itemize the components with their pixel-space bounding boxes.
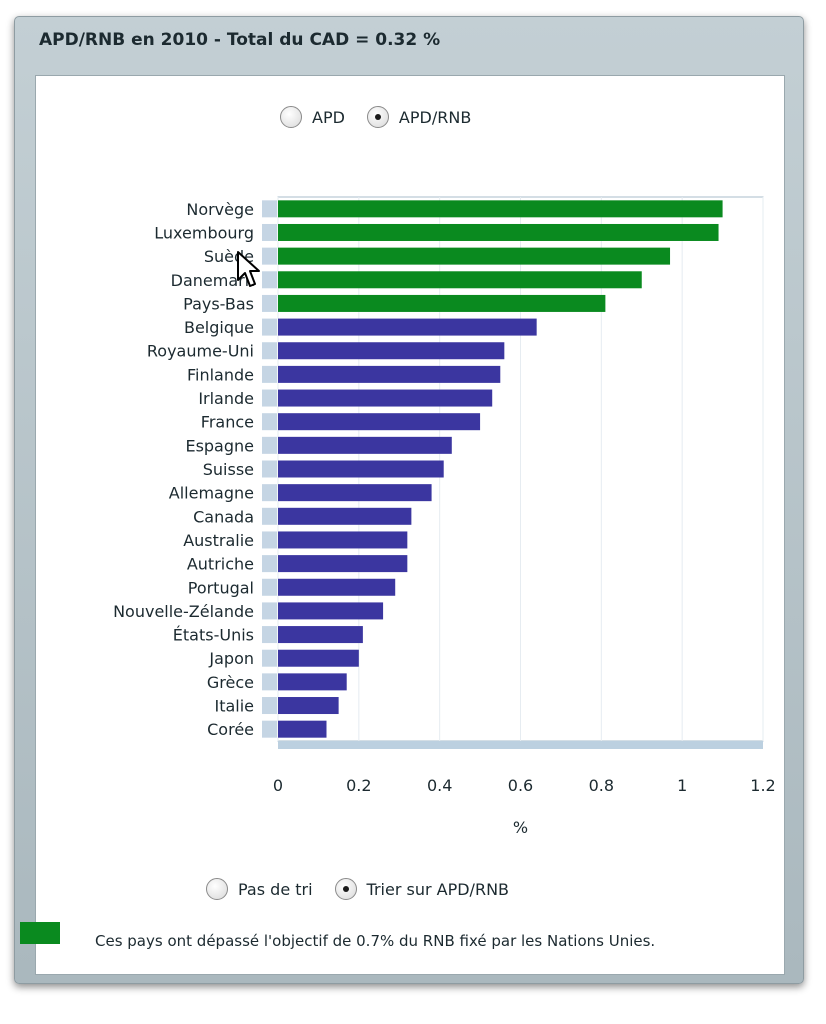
x-tick-label: 0.8 bbox=[589, 776, 614, 795]
row-marker bbox=[262, 365, 277, 383]
radio-apd-label[interactable]: APD bbox=[312, 107, 345, 127]
row-marker bbox=[262, 626, 277, 644]
row-marker bbox=[262, 200, 277, 218]
row-marker bbox=[262, 720, 277, 738]
x-axis-label: % bbox=[513, 818, 528, 837]
radio-sort-apd-rnb[interactable] bbox=[334, 878, 357, 900]
x-tick-label: 0 bbox=[273, 776, 283, 795]
category-label: Royaume-Uni bbox=[147, 342, 254, 361]
radio-sort-apd-rnb-label[interactable]: Trier sur APD/RNB bbox=[366, 879, 510, 899]
category-label: Corée bbox=[207, 720, 254, 739]
radio-apd[interactable] bbox=[280, 106, 302, 128]
x-tick-label: 0.6 bbox=[508, 776, 533, 795]
row-marker bbox=[262, 271, 277, 289]
row-marker bbox=[262, 223, 277, 241]
category-label: Irlande bbox=[198, 389, 254, 408]
row-marker bbox=[262, 602, 277, 620]
bar bbox=[278, 460, 444, 478]
chart-panel: APD APD/RNB Norvège Luxembourg Suède Danema… bbox=[35, 75, 785, 975]
category-label: Grèce bbox=[207, 673, 254, 692]
x-tick-label: 1 bbox=[677, 776, 687, 795]
bar bbox=[278, 342, 505, 360]
category-label: France bbox=[201, 413, 254, 432]
row-marker bbox=[262, 318, 277, 336]
row-marker bbox=[262, 507, 277, 525]
radio-no-sort[interactable] bbox=[206, 878, 228, 900]
bar bbox=[278, 578, 396, 596]
radio-apd-rnb-label[interactable]: APD/RNB bbox=[398, 107, 472, 127]
category-label: États-Unis bbox=[173, 626, 254, 645]
bar bbox=[278, 649, 359, 667]
row-marker bbox=[262, 389, 277, 407]
bar bbox=[278, 436, 452, 454]
row-marker bbox=[262, 247, 277, 265]
bar bbox=[278, 223, 719, 241]
row-marker bbox=[262, 673, 277, 691]
x-tick-label: 1.2 bbox=[750, 776, 775, 795]
category-label: Suisse bbox=[203, 460, 254, 479]
category-label: Belgique bbox=[184, 318, 254, 337]
row-marker bbox=[262, 484, 277, 502]
category-label: Canada bbox=[193, 507, 254, 526]
category-label: Danemark bbox=[171, 271, 255, 290]
mouse-pointer-icon bbox=[237, 251, 260, 287]
x-tick-label: 0.2 bbox=[346, 776, 371, 795]
bar bbox=[278, 531, 408, 549]
bar bbox=[278, 294, 606, 312]
window-title: APD/RNB en 2010 - Total du CAD = 0.32 % bbox=[39, 30, 441, 50]
category-label: Italie bbox=[214, 697, 254, 716]
row-marker bbox=[262, 531, 277, 549]
bar bbox=[278, 484, 432, 502]
row-marker bbox=[262, 342, 277, 360]
bar bbox=[278, 200, 723, 218]
bar bbox=[278, 555, 408, 573]
view-toggle: APD APD/RNB bbox=[280, 106, 493, 128]
row-marker bbox=[262, 578, 277, 596]
x-axis-strip bbox=[278, 741, 763, 749]
category-label: Luxembourg bbox=[154, 223, 254, 242]
x-tick-label: 0.4 bbox=[427, 776, 452, 795]
category-label: Autriche bbox=[187, 555, 254, 574]
category-label: Norvège bbox=[186, 200, 254, 219]
row-marker bbox=[262, 460, 277, 478]
category-label: Espagne bbox=[185, 436, 254, 455]
row-marker bbox=[262, 413, 277, 431]
category-label: Japon bbox=[208, 649, 254, 668]
bar bbox=[278, 247, 671, 265]
bar bbox=[278, 697, 339, 715]
legend-swatch bbox=[20, 922, 60, 944]
bar bbox=[278, 413, 481, 431]
bar bbox=[278, 389, 493, 407]
bar bbox=[278, 602, 384, 620]
radio-apd-rnb[interactable] bbox=[366, 106, 389, 128]
category-label: Finlande bbox=[187, 365, 254, 384]
category-label: Australie bbox=[183, 531, 254, 550]
row-marker bbox=[262, 436, 277, 454]
radio-no-sort-label[interactable]: Pas de tri bbox=[238, 879, 313, 899]
chart-window: APD/RNB en 2010 - Total du CAD = 0.32 % … bbox=[14, 16, 804, 984]
bar bbox=[278, 720, 327, 738]
row-marker bbox=[262, 697, 277, 715]
category-label: Portugal bbox=[188, 578, 254, 597]
sort-toggle: Pas de tri Trier sur APD/RNB bbox=[206, 878, 531, 900]
category-label: Pays-Bas bbox=[183, 294, 254, 313]
row-marker bbox=[262, 649, 277, 667]
row-marker bbox=[262, 555, 277, 573]
bar-chart: NorvègeLuxembourgSuèdeDanemarkPays-BasBe… bbox=[113, 196, 776, 837]
row-marker bbox=[262, 294, 277, 312]
bar bbox=[278, 626, 363, 644]
bar bbox=[278, 365, 501, 383]
category-label: Nouvelle-Zélande bbox=[113, 602, 254, 621]
legend-text: Ces pays ont dépassé l'objectif de 0.7% … bbox=[95, 932, 656, 950]
bar bbox=[278, 271, 642, 289]
bar bbox=[278, 318, 537, 336]
bar bbox=[278, 507, 412, 525]
category-label: Allemagne bbox=[169, 484, 254, 503]
bar bbox=[278, 673, 347, 691]
